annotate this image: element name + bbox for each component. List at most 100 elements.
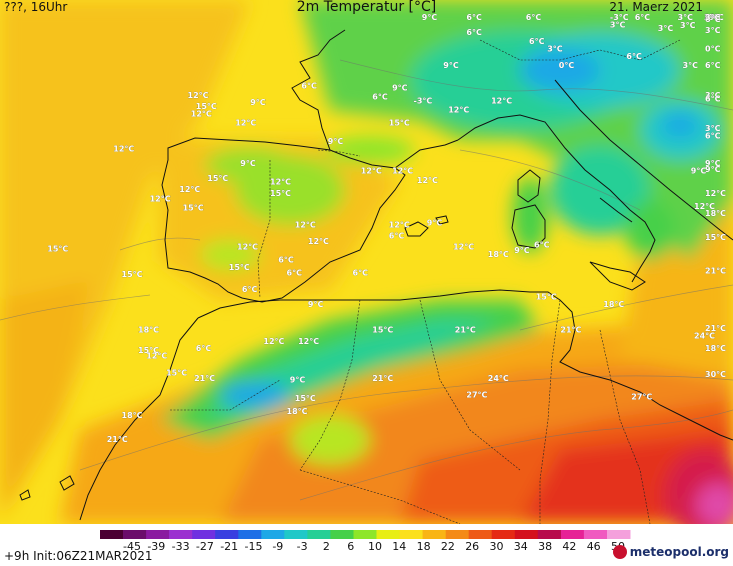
run-label: ???, 16Uhr [4, 0, 68, 14]
temperature-label: 21°C [455, 326, 476, 335]
temperature-label: 3°C [678, 13, 694, 22]
temperature-labels: 12°C 12°C 12°C 15°C 18°C 15°C 12°C 15°C 21°C 18°C… [47, 13, 726, 444]
temperature-label: 9°C [328, 137, 344, 146]
legend-tick-label: 46 [587, 540, 601, 553]
legend-color-swatch [215, 530, 239, 539]
legend-tick-label: 2 [323, 540, 330, 553]
legend-tick-label: 30 [490, 540, 504, 553]
legend-color-swatch [146, 530, 170, 539]
temperature-label: 15°C [229, 263, 250, 272]
legend-color-swatch [169, 530, 193, 539]
legend-tick-label: -45 [123, 540, 141, 553]
temperature-label: 6°C [705, 132, 721, 141]
legend-color-swatch [307, 530, 331, 539]
borders [170, 39, 681, 524]
temperature-label: 30°C [705, 370, 726, 379]
temperature-label: 6°C [705, 95, 721, 104]
legend-color-swatch [583, 530, 608, 539]
legend-color-swatch [284, 530, 308, 539]
temperature-label: 9°C [422, 13, 438, 22]
temperature-label: 18°C [122, 411, 143, 420]
temperature-label: 6°C [372, 93, 388, 102]
temperature-label: 12°C [150, 194, 171, 203]
temperature-label: 3°C [705, 13, 721, 22]
temperature-label: -3°C [610, 13, 629, 22]
temperature-label: 21°C [560, 326, 581, 335]
temperature-label: 3°C [704, 13, 720, 22]
temperature-label: 12°C [705, 189, 726, 198]
legend-color-swatch [422, 530, 447, 539]
temperature-label: 3°C [547, 45, 563, 54]
temperature-label: 24°C [694, 331, 715, 340]
temperature-label: 12°C [270, 178, 291, 187]
legend-tick-label: 18 [417, 540, 431, 553]
color-legend: -45 -39 -33 -27 -21 -15 -9 -3 2 6 10 14 18 22 26 30 34 38… [0, 524, 733, 566]
temperature-label: 6°C [466, 13, 482, 22]
temperature-label: 9°C [705, 159, 721, 168]
brand-name: meteopool.org [629, 545, 729, 559]
temperature-label: 15°C [536, 292, 557, 301]
temperature-label: 21°C [372, 374, 393, 383]
map-title: 2m Temperatur [°C] [296, 0, 437, 15]
brand-mark-icon [612, 545, 627, 559]
temperature-label: 3°C [705, 91, 721, 100]
coastlines [19, 29, 733, 521]
temperature-label: 18°C [705, 209, 726, 218]
temperature-label: 9°C [308, 300, 324, 309]
legend-tick-label: 38 [538, 540, 552, 553]
temperature-label: 18°C [287, 407, 308, 416]
legend-tick-label: -33 [172, 540, 190, 553]
temperature-label: 12°C [491, 96, 512, 105]
legend-color-swatch [607, 530, 631, 539]
temperature-label: 15°C [270, 189, 291, 198]
temperature-label: 6°C [529, 37, 545, 46]
legend-tick-label: 26 [465, 540, 479, 553]
legend-tick-label: 22 [441, 540, 455, 553]
temperature-label: 9°C [290, 376, 306, 385]
temperature-label: 18°C [603, 300, 624, 309]
brand-logo[interactable]: meteopool.org [612, 545, 729, 559]
temperature-field [0, 0, 733, 524]
temperature-label: 6°C [278, 255, 294, 264]
legend-tick-label: 6 [347, 540, 354, 553]
temperature-label: 12°C [263, 337, 284, 346]
temperature-label: 12°C [295, 220, 316, 229]
temperature-label: 27°C [466, 390, 487, 399]
init-time: +9h Init:06Z21MAR2021 [4, 549, 153, 563]
temperature-label: 3°C [610, 21, 626, 30]
temperature-label: 6°C [526, 13, 542, 22]
legend-tick-label: 14 [392, 540, 406, 553]
temperature-map: 12°C 12°C 12°C 15°C 18°C 15°C 12°C 15°C 21°C 18°C… [0, 0, 733, 524]
legend-tick-label: -9 [272, 540, 283, 553]
temperature-label: 6°C [196, 344, 212, 353]
temperature-label: 15°C [196, 102, 217, 111]
temperature-label: 15°C [138, 346, 159, 355]
temperature-label: 6°C [301, 82, 317, 91]
legend-color-swatch [192, 530, 216, 539]
legend-color-swatch [468, 530, 493, 539]
temperature-label: 3°C [705, 124, 721, 133]
legend-tick-label: -21 [220, 540, 238, 553]
temperature-label: 6°C [626, 52, 642, 61]
temperature-label: 9°C [250, 98, 266, 107]
legend-scale: -45 -39 -33 -27 -21 -15 -9 -3 2 6 10 14 18 22 26 30 34 38… [100, 530, 631, 553]
temperature-label: 15°C [207, 174, 228, 183]
legend-color-swatch [399, 530, 424, 539]
temperature-label: 0°C [705, 45, 721, 54]
temperature-label: 12°C [308, 237, 329, 246]
temperature-label: 18°C [138, 326, 159, 335]
temperature-label: 6°C [705, 15, 721, 24]
temperature-label: 3°C [705, 13, 721, 22]
temperature-label: 12°C [392, 167, 413, 176]
temperature-label: 21°C [705, 267, 726, 276]
temperature-label: 15°C [122, 270, 143, 279]
temperature-label: 6°C [287, 268, 303, 277]
temperature-label: 9°C [392, 83, 408, 92]
temperature-label: 12°C [298, 337, 319, 346]
valid-date: 21. Maerz 2021 [609, 0, 703, 14]
temperature-label: 3°C [705, 26, 721, 35]
temperature-label: 12°C [179, 185, 200, 194]
legend-color-swatch [376, 530, 400, 539]
temperature-label: 9°C [443, 61, 459, 70]
temperature-label: 9°C [240, 159, 256, 168]
